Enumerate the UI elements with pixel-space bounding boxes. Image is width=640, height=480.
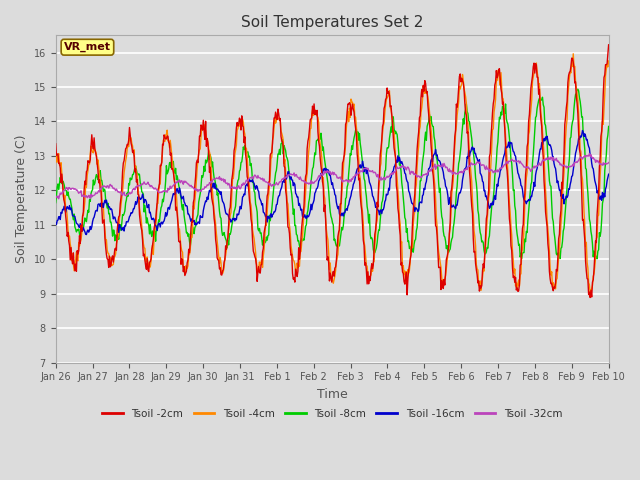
X-axis label: Time: Time [317, 388, 348, 401]
Tsoil -32cm [120, 190, 127, 196]
Tsoil -8cm [204, 154, 212, 160]
Tsoil -32cm [55, 196, 63, 202]
Line: Tsoil -4cm: Tsoil -4cm [56, 54, 609, 293]
Tsoil -8cm [574, 86, 582, 92]
Tsoil -2cm [52, 141, 60, 146]
Tsoil -2cm [204, 141, 212, 146]
Tsoil -2cm [586, 295, 594, 300]
Tsoil -2cm [119, 169, 127, 175]
Tsoil -16cm [120, 225, 127, 230]
Tsoil -8cm [175, 182, 182, 188]
Title: Soil Temperatures Set 2: Soil Temperatures Set 2 [241, 15, 423, 30]
Tsoil -4cm [175, 226, 182, 231]
Tsoil -2cm [175, 239, 182, 244]
Line: Tsoil -2cm: Tsoil -2cm [56, 45, 609, 298]
Tsoil -16cm [83, 232, 90, 238]
Tsoil -4cm [586, 290, 594, 296]
Tsoil -2cm [415, 115, 423, 120]
Tsoil -16cm [205, 191, 212, 197]
Tsoil -32cm [605, 160, 612, 166]
Tsoil -8cm [52, 200, 60, 205]
Tsoil -2cm [399, 271, 407, 276]
Tsoil -32cm [400, 165, 408, 170]
Tsoil -16cm [400, 166, 408, 172]
Tsoil -32cm [586, 151, 593, 156]
Tsoil -32cm [205, 182, 212, 188]
Tsoil -32cm [417, 175, 424, 180]
Tsoil -4cm [415, 127, 423, 132]
Tsoil -16cm [62, 209, 70, 215]
Tsoil -4cm [52, 160, 60, 166]
Tsoil -16cm [579, 128, 586, 133]
Tsoil -8cm [62, 187, 70, 193]
Tsoil -8cm [399, 194, 407, 200]
Tsoil -4cm [570, 51, 577, 57]
Tsoil -32cm [63, 185, 70, 191]
Y-axis label: Soil Temperature (C): Soil Temperature (C) [15, 135, 28, 263]
Tsoil -2cm [62, 213, 70, 219]
Tsoil -8cm [415, 195, 423, 201]
Tsoil -16cm [52, 220, 60, 226]
Tsoil -16cm [175, 185, 183, 191]
Legend: Tsoil -2cm, Tsoil -4cm, Tsoil -8cm, Tsoil -16cm, Tsoil -32cm: Tsoil -2cm, Tsoil -4cm, Tsoil -8cm, Tsoi… [98, 405, 566, 423]
Tsoil -8cm [605, 123, 612, 129]
Tsoil -8cm [119, 212, 127, 217]
Tsoil -32cm [52, 193, 60, 199]
Tsoil -2cm [605, 42, 612, 48]
Tsoil -32cm [175, 177, 183, 183]
Tsoil -4cm [605, 58, 612, 64]
Tsoil -4cm [62, 206, 70, 212]
Tsoil -4cm [119, 189, 127, 194]
Tsoil -4cm [204, 139, 212, 144]
Tsoil -16cm [417, 199, 424, 205]
Tsoil -8cm [593, 256, 601, 262]
Tsoil -4cm [399, 263, 407, 268]
Line: Tsoil -8cm: Tsoil -8cm [56, 89, 609, 259]
Tsoil -16cm [605, 171, 612, 177]
Text: VR_met: VR_met [64, 42, 111, 52]
Line: Tsoil -32cm: Tsoil -32cm [56, 154, 609, 199]
Line: Tsoil -16cm: Tsoil -16cm [56, 131, 609, 235]
